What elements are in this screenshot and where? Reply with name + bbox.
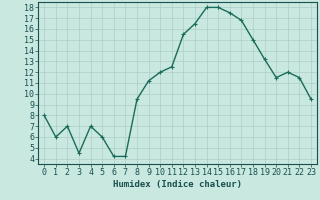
X-axis label: Humidex (Indice chaleur): Humidex (Indice chaleur) (113, 180, 242, 189)
